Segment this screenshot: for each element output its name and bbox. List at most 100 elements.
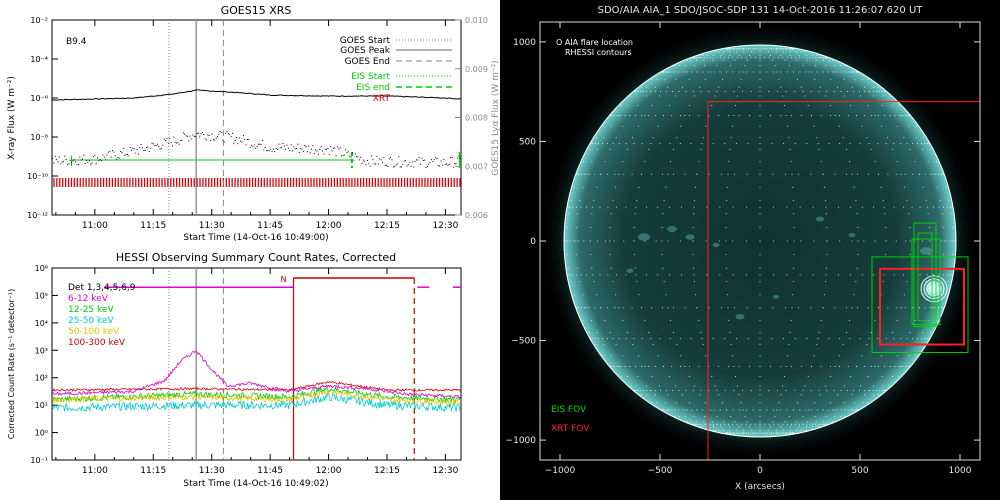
grid-dot xyxy=(799,71,801,73)
grid-dot xyxy=(932,307,934,309)
grid-dot xyxy=(724,57,725,59)
grid-dot xyxy=(679,338,681,340)
grid-dot xyxy=(850,376,852,377)
grid-dot xyxy=(856,267,858,269)
goes-short-channel-point xyxy=(195,136,197,138)
grid-dot xyxy=(694,423,696,425)
hessi-night-flag: N xyxy=(281,275,287,284)
grid-dot xyxy=(787,125,788,127)
grid-dot xyxy=(788,415,790,417)
goes-short-channel-point xyxy=(84,163,86,165)
grid-dot xyxy=(759,86,761,88)
grid-dot xyxy=(594,142,596,144)
active-region xyxy=(685,234,695,240)
grid-dot xyxy=(725,226,727,228)
grid-dot xyxy=(909,254,911,256)
grid-dot xyxy=(826,390,828,391)
grid-dot xyxy=(722,78,723,80)
grid-dot xyxy=(826,240,828,242)
grid-dot xyxy=(710,409,712,411)
grid-dot xyxy=(706,57,708,59)
goes-short-channel-point xyxy=(354,153,356,155)
grid-dot xyxy=(817,338,819,340)
grid-dot xyxy=(668,409,670,411)
grid-dot xyxy=(582,186,584,188)
grid-dot xyxy=(732,240,734,242)
grid-dot xyxy=(650,338,652,340)
grid-dot xyxy=(925,173,926,175)
grid-dot xyxy=(872,86,874,88)
grid-dot xyxy=(786,409,788,411)
goes-short-channel-point xyxy=(403,160,405,162)
grid-dot xyxy=(692,254,694,256)
grid-dot xyxy=(690,421,692,423)
grid-dot xyxy=(759,394,761,396)
grid-dot xyxy=(800,51,802,53)
grid-dot xyxy=(680,355,682,357)
grid-dot xyxy=(733,307,735,309)
grid-dot xyxy=(759,409,761,411)
grid-dot xyxy=(661,254,663,256)
grid-dot xyxy=(786,240,788,242)
grid-dot xyxy=(713,54,715,56)
grid-dot xyxy=(749,115,750,117)
hessi-panel: HESSI Observing Summary Count Rates, Cor… xyxy=(7,251,462,489)
grid-dot xyxy=(681,86,683,88)
grid-dot xyxy=(773,432,775,434)
grid-dot xyxy=(759,213,761,215)
goes-short-channel-point xyxy=(147,146,149,148)
grid-dot xyxy=(825,65,827,67)
grid-dot xyxy=(954,240,956,242)
goes-short-channel-point xyxy=(241,141,243,143)
goes-short-channel-point xyxy=(105,159,107,161)
goes-short-channel-point xyxy=(271,150,273,152)
grid-dot xyxy=(614,307,616,309)
goes-short-channel-point xyxy=(332,147,334,149)
grid-dot xyxy=(714,429,716,431)
grid-dot xyxy=(943,226,945,228)
grid-dot xyxy=(817,57,819,59)
hessi-x-tick-label: 11:00 xyxy=(82,466,108,476)
grid-dot xyxy=(863,240,865,242)
grid-dot xyxy=(657,274,659,276)
grid-dot xyxy=(856,365,857,367)
hessi-legend-label: 25-50 keV xyxy=(68,316,114,326)
grid-dot xyxy=(725,267,727,269)
grid-dot xyxy=(655,91,657,92)
grid-dot xyxy=(597,240,598,242)
grid-dot xyxy=(834,409,836,411)
grid-dot xyxy=(693,274,695,276)
grid-dot xyxy=(896,161,898,163)
grid-dot xyxy=(770,365,771,367)
goes-short-channel-point xyxy=(372,159,374,161)
goes-annotation: B9.4 xyxy=(66,37,87,47)
grid-dot xyxy=(782,95,784,97)
grid-dot xyxy=(671,409,673,411)
grid-dot xyxy=(687,59,689,61)
grid-dot xyxy=(685,415,687,417)
grid-dot xyxy=(874,319,876,321)
grid-dot xyxy=(606,142,608,144)
goes-short-channel-point xyxy=(369,165,371,167)
grid-dot xyxy=(943,254,945,256)
goes-short-channel-point xyxy=(356,156,357,158)
grid-dot xyxy=(714,385,716,387)
grid-dot xyxy=(667,173,669,175)
grid-dot xyxy=(811,409,813,411)
grid-dot xyxy=(594,338,596,340)
grid-dot xyxy=(567,274,569,276)
goes-short-channel-point xyxy=(230,136,232,138)
grid-dot xyxy=(922,240,923,242)
grid-dot xyxy=(583,161,585,163)
goes-short-channel-point xyxy=(379,158,381,160)
grid-dot xyxy=(754,48,756,50)
grid-dot xyxy=(759,51,761,53)
grid-dot xyxy=(700,390,702,391)
grid-dot xyxy=(828,142,830,144)
grid-dot xyxy=(644,115,646,117)
grid-dot xyxy=(572,274,574,276)
grid-dot xyxy=(759,71,761,73)
goes-short-channel-point xyxy=(162,144,164,146)
goes-short-channel-point xyxy=(140,144,142,145)
active-region xyxy=(735,313,745,320)
